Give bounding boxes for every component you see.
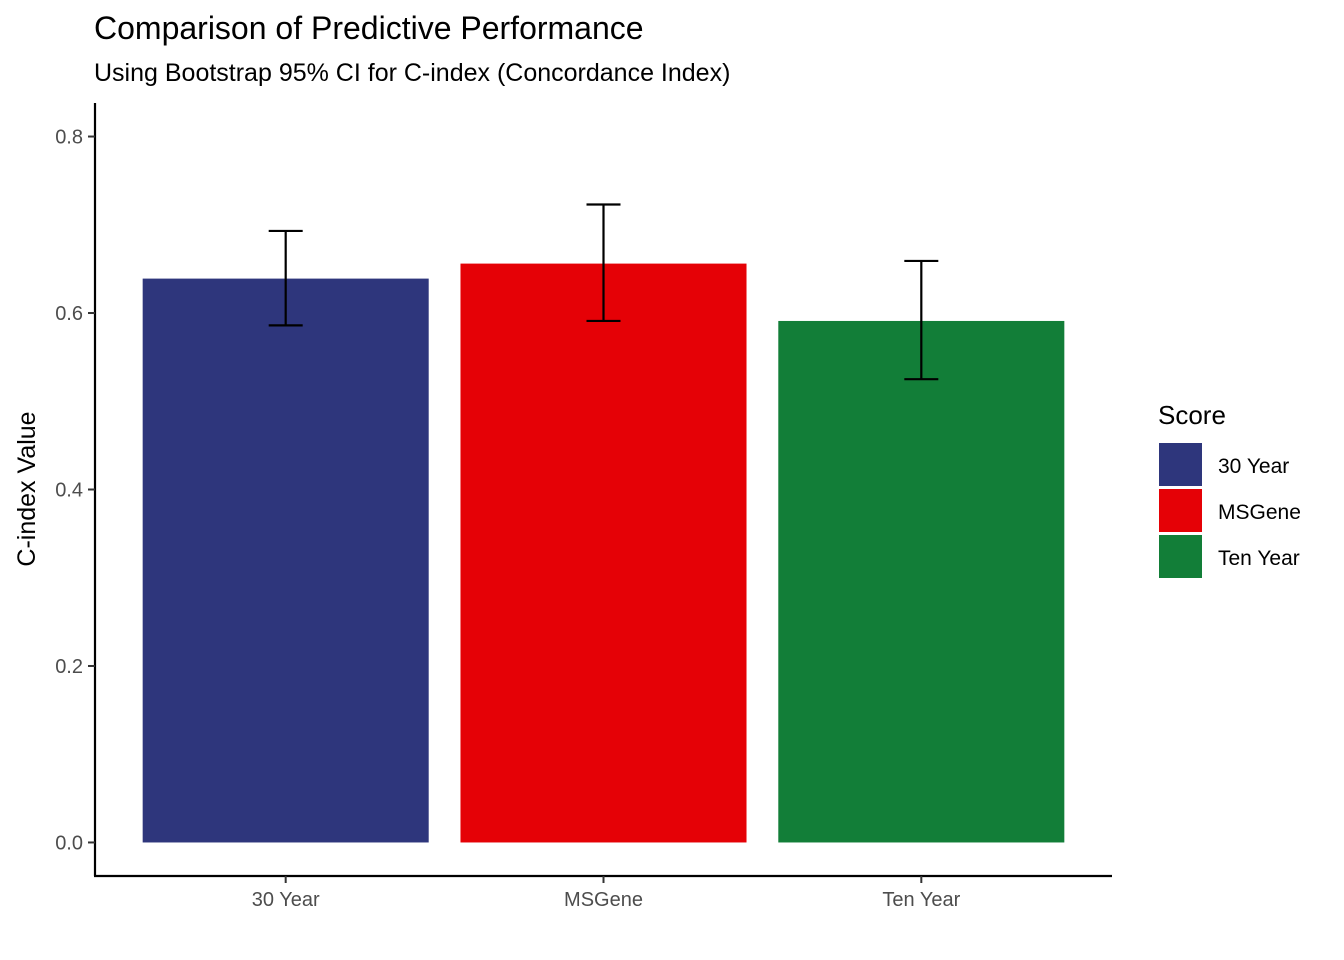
- x-tick-label: Ten Year: [882, 889, 960, 911]
- legend-items: 30 Year MSGene Ten Year: [1159, 443, 1301, 578]
- y-tick-label: 0.2: [55, 656, 83, 678]
- legend-label: Ten Year: [1218, 547, 1300, 570]
- x-ticks: 30 Year MSGene Ten Year: [252, 876, 961, 911]
- chart-subtitle: Using Bootstrap 95% CI for C-index (Conc…: [94, 59, 731, 87]
- y-tick-label: 0.0: [55, 832, 83, 854]
- errorbars-layer: [268, 203, 939, 381]
- legend-key: [1159, 443, 1202, 486]
- legend: Score 30 Year MSGene Ten Year: [1158, 400, 1301, 578]
- bars-layer: [142, 263, 1065, 843]
- legend-key: [1159, 489, 1202, 532]
- bar: [460, 263, 747, 843]
- y-tick-label: 0.6: [55, 303, 83, 325]
- legend-key: [1159, 535, 1202, 578]
- x-tick-label: 30 Year: [252, 889, 320, 911]
- legend-label: MSGene: [1218, 501, 1301, 524]
- chart-title: Comparison of Predictive Performance: [94, 10, 644, 46]
- y-ticks: 0.0 0.2 0.4 0.6 0.8: [55, 127, 95, 854]
- legend-label: 30 Year: [1218, 455, 1289, 478]
- legend-title: Score: [1158, 400, 1226, 430]
- y-axis-title: C-index Value: [13, 411, 41, 566]
- x-tick-label: MSGene: [564, 889, 643, 911]
- bar: [142, 278, 429, 843]
- bar: [778, 320, 1065, 843]
- y-tick-label: 0.4: [55, 480, 83, 502]
- y-tick-label: 0.8: [55, 127, 83, 149]
